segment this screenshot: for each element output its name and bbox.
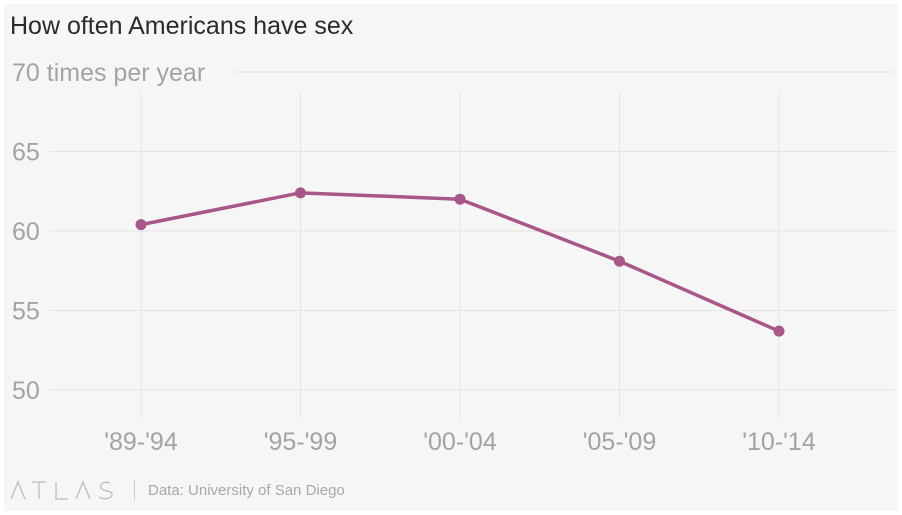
- y-tick-label: 65: [12, 139, 40, 167]
- x-tick-label: '05-'09: [583, 428, 657, 456]
- y-tick-label: 55: [12, 298, 40, 326]
- x-tick-label: '89-'94: [104, 428, 178, 456]
- data-point: [614, 255, 625, 267]
- grid-lines: [50, 71, 894, 418]
- footer-divider: [134, 480, 135, 500]
- y-tick-label: 60: [12, 218, 40, 246]
- y-tick-label: 70 times per year: [12, 59, 205, 87]
- data-point: [773, 325, 785, 337]
- series: [135, 187, 785, 337]
- data-point: [454, 193, 466, 205]
- y-tick-label: 50: [12, 377, 40, 405]
- x-tick-label: '95-'99: [264, 428, 338, 456]
- chart-card: [4, 4, 898, 511]
- atlas-logo: [10, 480, 118, 500]
- chart-title: How often Americans have sex: [10, 12, 354, 40]
- source-note: Data: University of San Diego: [148, 481, 345, 499]
- x-tick-label: '00-'04: [423, 428, 497, 456]
- data-point: [295, 187, 306, 199]
- x-tick-label: '10-'14: [742, 428, 816, 456]
- axis-labels: 70 times per year 65 60 55 50 '89-'94 '95-'99 '…: [12, 59, 816, 456]
- chart-footer: Data: University of San Diego: [10, 479, 345, 501]
- data-point: [135, 219, 147, 231]
